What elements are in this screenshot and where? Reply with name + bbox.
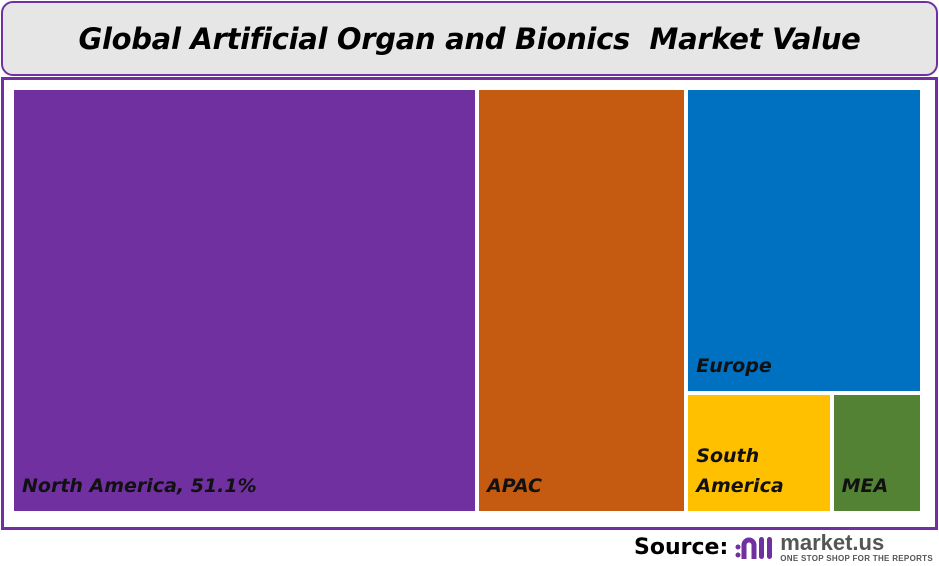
chart-title-box: Global Artificial Organ and Bionics Mark… xyxy=(1,1,938,76)
treemap-frame xyxy=(1,77,938,530)
logo-tagline: ONE STOP SHOP FOR THE REPORTS xyxy=(780,554,933,563)
source-attribution: Source: market.us ONE STOP SHOP FOR THE … xyxy=(634,532,933,564)
chart-title: Global Artificial Organ and Bionics Mark… xyxy=(78,21,861,56)
logo-text: market.us xyxy=(780,530,885,555)
source-label: Source: xyxy=(634,535,729,560)
logo-block: market.us ONE STOP SHOP FOR THE REPORTS xyxy=(780,532,933,564)
market-us-logo-icon xyxy=(735,537,773,559)
